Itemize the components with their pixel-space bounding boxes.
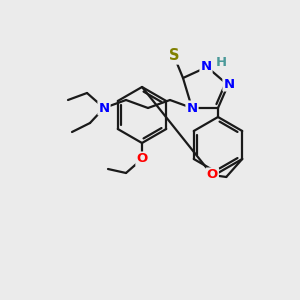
- Text: H: H: [215, 56, 226, 68]
- Text: N: N: [98, 101, 110, 115]
- Text: N: N: [224, 77, 235, 91]
- Text: O: O: [207, 169, 218, 182]
- Text: N: N: [200, 61, 211, 74]
- Text: O: O: [136, 152, 148, 166]
- Text: S: S: [169, 49, 179, 64]
- Text: N: N: [186, 101, 198, 115]
